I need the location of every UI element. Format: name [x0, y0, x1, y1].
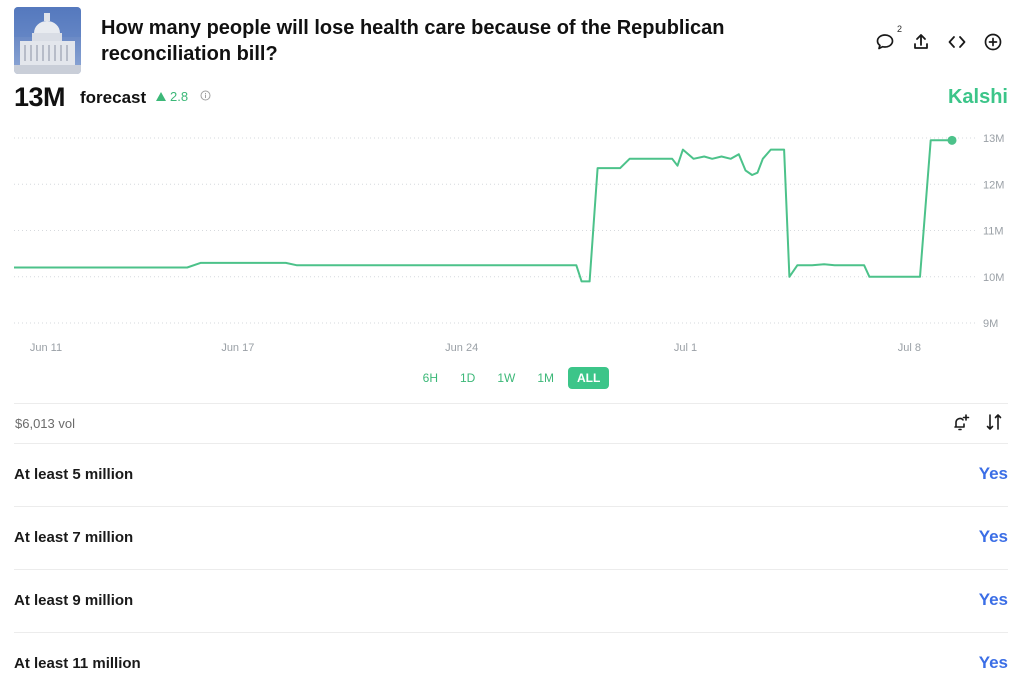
forecast-label: forecast [80, 88, 147, 107]
divider [14, 506, 1008, 507]
comment-count: 2 [896, 24, 902, 34]
market-title: How many people will lose health care be… [101, 17, 725, 65]
x-tick-label: Jul 1 [674, 342, 697, 354]
sort-icon [986, 414, 1002, 430]
outcome-label: At least 5 million [14, 466, 134, 483]
y-tick-label: 12M [983, 179, 1004, 191]
chart-tools [950, 412, 1004, 432]
y-tick-label: 11M [983, 226, 1004, 238]
range-button-6h[interactable]: 6H [422, 371, 438, 385]
x-tick-label: Jul 8 [898, 342, 921, 354]
y-tick-label: 10M [983, 272, 1004, 284]
forecast-chart: 13M 12M 11M 10M 9M Jun 11 Jun 17 Jun 24 Jul 1 Jul… [0, 118, 1024, 358]
divider [14, 632, 1008, 633]
range-button-1m[interactable]: 1M [537, 371, 555, 385]
series-end-point [947, 135, 957, 145]
forecast-summary: 13M forecast 2.8 Kalshi [14, 80, 1010, 114]
outcome-row[interactable]: At least 11 million Yes [14, 633, 1010, 684]
outcome-row[interactable]: At least 5 million Yes [14, 444, 1010, 506]
y-tick-label: 9M [983, 318, 998, 330]
volume-label: $6,013 vol [15, 416, 75, 431]
market-header: How many people will lose health care be… [14, 7, 1010, 75]
share-button[interactable] [910, 31, 932, 53]
comment-icon [876, 34, 894, 50]
divider [14, 443, 1008, 444]
y-tick-label: 13M [983, 133, 1004, 145]
outcome-label: At least 9 million [14, 592, 134, 609]
series-line [14, 139, 952, 283]
forecast-line-chart: 13M 12M 11M 10M 9M Jun 11 Jun 17 Jun 24 Jul 1 Jul… [14, 133, 1004, 354]
time-range-selector: 6H 1D 1W 1M ALL [0, 367, 1024, 389]
add-alert-button[interactable] [950, 412, 970, 432]
yes-button[interactable]: Yes [978, 653, 1008, 672]
share-icon [914, 34, 928, 49]
embed-icon [948, 36, 966, 48]
add-icon [984, 33, 1002, 51]
embed-button[interactable] [946, 31, 968, 53]
sort-button[interactable] [984, 412, 1004, 432]
brand-logo[interactable]: Kalshi [947, 86, 1008, 108]
divider [14, 403, 1008, 404]
range-button-1w[interactable]: 1W [497, 371, 516, 385]
info-icon[interactable] [200, 90, 211, 104]
comment-button[interactable]: 2 [874, 24, 902, 53]
forecast-delta: 2.8 [156, 89, 188, 104]
market-thumbnail-image [14, 7, 81, 74]
yes-button[interactable]: Yes [978, 527, 1008, 546]
outcome-row[interactable]: At least 7 million Yes [14, 507, 1010, 569]
range-button-1d[interactable]: 1D [460, 371, 476, 385]
triangle-up-icon [156, 92, 166, 101]
range-button-all[interactable]: ALL [568, 367, 610, 389]
yes-button[interactable]: Yes [978, 464, 1008, 483]
outcome-label: At least 7 million [14, 529, 134, 546]
yes-button[interactable]: Yes [978, 590, 1008, 609]
x-tick-label: Jun 24 [445, 342, 478, 354]
forecast-value: 13M [14, 82, 66, 112]
x-tick-label: Jun 17 [221, 342, 254, 354]
add-alert-icon [954, 414, 970, 431]
divider [14, 569, 1008, 570]
outcome-row[interactable]: At least 9 million Yes [14, 570, 1010, 632]
forecast-delta-value: 2.8 [170, 89, 189, 104]
add-button[interactable] [982, 31, 1004, 53]
x-tick-label: Jun 11 [30, 342, 62, 354]
header-actions: 2 [874, 24, 1004, 53]
outcome-label: At least 11 million [14, 655, 141, 672]
